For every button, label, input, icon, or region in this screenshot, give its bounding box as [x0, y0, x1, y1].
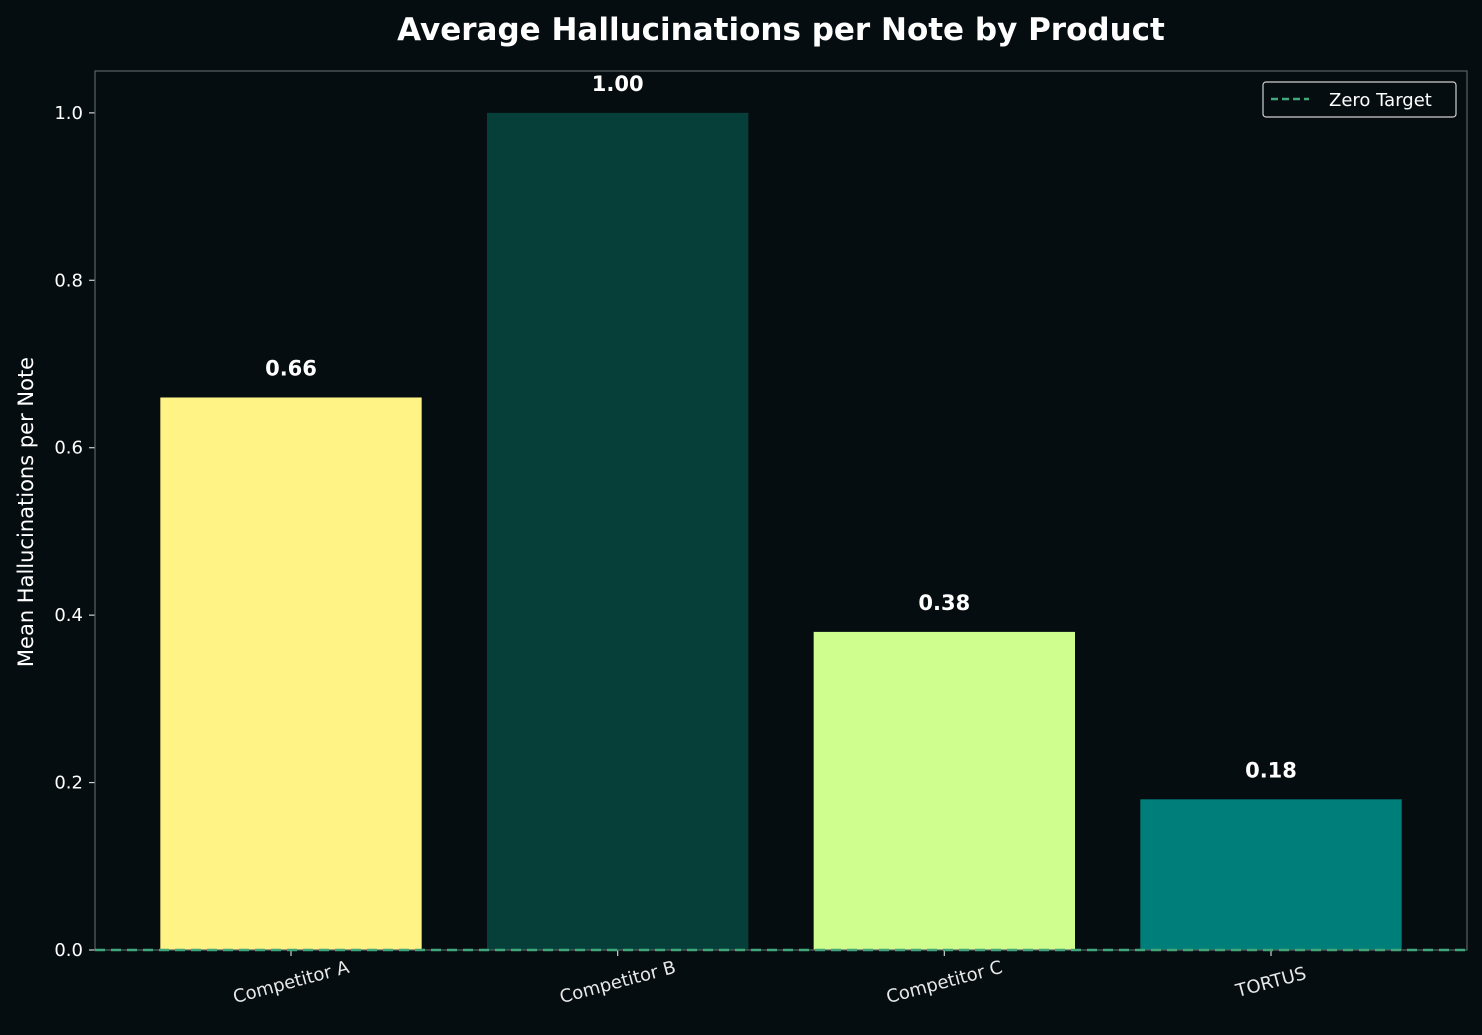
- bar: [1140, 799, 1402, 950]
- y-axis-label: Mean Hallucinations per Note: [14, 357, 38, 667]
- data-label: 0.66: [265, 356, 317, 380]
- y-tick-label: 0.4: [54, 605, 83, 626]
- chart-title: Average Hallucinations per Note by Produ…: [397, 12, 1165, 48]
- legend-entry-zero-target: Zero Target: [1329, 90, 1432, 111]
- y-tick-label: 0.6: [54, 438, 83, 459]
- y-tick-label: 0.0: [54, 940, 83, 961]
- bar: [813, 631, 1075, 950]
- data-label: 0.38: [918, 591, 970, 615]
- y-tick-label: 1.0: [54, 103, 83, 124]
- data-label: 1.00: [592, 72, 644, 96]
- bar: [160, 397, 422, 950]
- bar: [487, 112, 749, 951]
- legend: Zero Target: [1262, 81, 1457, 118]
- axes-frame: [94, 70, 1468, 951]
- y-tick-label: 0.8: [54, 270, 83, 291]
- legend-box: [1262, 81, 1457, 118]
- y-tick-label: 0.2: [54, 773, 83, 794]
- data-label: 0.18: [1245, 758, 1297, 782]
